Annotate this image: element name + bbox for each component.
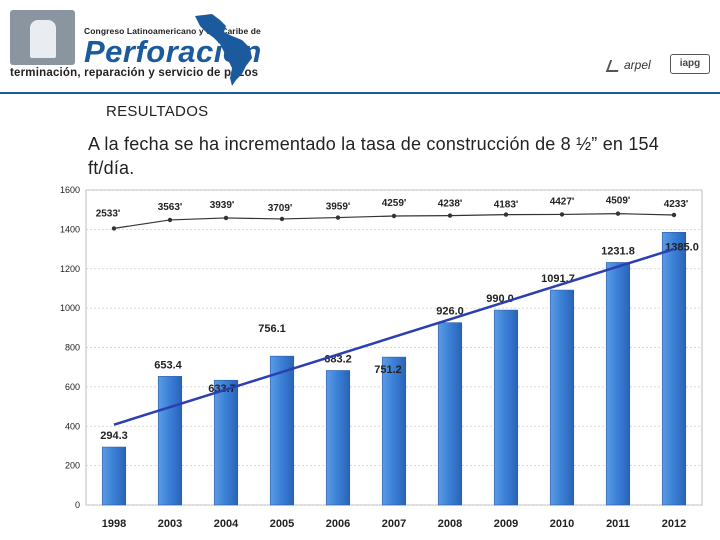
bar-chart: 0 200 400 600 800 1000 1200 1400 1600 1998 2003 200… bbox=[60, 185, 703, 530]
y-tick-label: 600 bbox=[65, 382, 80, 392]
depth-point bbox=[223, 215, 229, 221]
brand-subtitle: terminación, reparación y servicio de po… bbox=[10, 67, 259, 79]
body-text: A la fecha se ha incrementado la tasa de… bbox=[88, 134, 659, 178]
depth-point bbox=[335, 215, 341, 220]
y-tick-label: 1000 bbox=[60, 303, 80, 313]
x-tick-label: 1998 bbox=[102, 518, 126, 530]
header-divider bbox=[0, 92, 720, 94]
depth-label: 4238' bbox=[438, 199, 463, 210]
bar bbox=[549, 289, 575, 506]
depth-label: 3939' bbox=[210, 200, 235, 211]
bar bbox=[605, 262, 631, 506]
congress-logo bbox=[10, 10, 75, 65]
x-tick-label: 2003 bbox=[158, 518, 182, 530]
x-tick-label: 2009 bbox=[494, 518, 518, 530]
y-tick-label: 1400 bbox=[60, 224, 80, 234]
depth-point bbox=[167, 217, 173, 223]
bar-value-label: 751.2 bbox=[374, 364, 402, 376]
latin-america-map-icon bbox=[195, 14, 252, 86]
depth-point bbox=[447, 213, 453, 218]
x-tick-label: 2011 bbox=[606, 518, 630, 530]
y-tick-label: 200 bbox=[65, 461, 80, 471]
section-title: RESULTADOS bbox=[106, 103, 209, 120]
y-tick-label: 400 bbox=[65, 421, 80, 431]
congress-emblem-icon bbox=[30, 20, 56, 58]
x-tick-label: 2010 bbox=[550, 518, 574, 530]
depth-point bbox=[391, 213, 397, 219]
depth-label: 4183' bbox=[494, 200, 519, 211]
bar bbox=[661, 232, 687, 506]
depth-label: 3563' bbox=[158, 202, 183, 213]
bar-value-label: 926.0 bbox=[436, 306, 464, 318]
depth-label: 3709' bbox=[268, 203, 293, 214]
depth-point bbox=[559, 212, 565, 217]
bar bbox=[213, 379, 239, 506]
depth-label: 2533' bbox=[96, 208, 121, 219]
y-tick-label: 1600 bbox=[60, 185, 80, 195]
depth-point bbox=[111, 226, 117, 231]
trend-line bbox=[113, 247, 675, 426]
bar bbox=[493, 309, 519, 506]
depth-label: 4427' bbox=[550, 196, 575, 207]
y-tick-label: 1200 bbox=[60, 264, 80, 274]
depth-label: 4259' bbox=[382, 198, 407, 209]
conference-title: Congreso Latinoamericano y del Caribe de bbox=[84, 26, 261, 36]
bar bbox=[101, 446, 127, 506]
x-tick-label: 2004 bbox=[214, 518, 239, 530]
bar bbox=[157, 376, 183, 506]
depth-point bbox=[671, 212, 677, 218]
x-tick-label: 2005 bbox=[270, 518, 294, 530]
x-tick-label: 2012 bbox=[662, 518, 686, 530]
bar-value-label: 1231.8 bbox=[601, 245, 635, 257]
bar-value-label: 756.1 bbox=[258, 323, 286, 335]
arpel-logo-icon bbox=[605, 60, 623, 72]
x-tick-label: 2006 bbox=[326, 518, 350, 530]
depth-label: 4233' bbox=[664, 199, 689, 210]
x-tick-label: 2007 bbox=[382, 518, 406, 530]
bar bbox=[381, 356, 407, 506]
bar bbox=[269, 355, 295, 506]
iapg-logo: iapg bbox=[670, 54, 710, 74]
x-tick-label: 2008 bbox=[438, 518, 462, 530]
bar-value-label: 1091.7 bbox=[541, 273, 575, 285]
depth-point bbox=[279, 216, 285, 222]
bar-value-label: 294.3 bbox=[100, 430, 128, 442]
header-banner: Congreso Latinoamericano y del Caribe de… bbox=[0, 0, 720, 94]
depth-label: 3959' bbox=[326, 202, 351, 213]
depth-point bbox=[503, 212, 509, 217]
arpel-logo-text: arpel bbox=[624, 58, 651, 72]
bar-value-label: 653.4 bbox=[154, 359, 182, 371]
bar bbox=[325, 370, 351, 506]
depth-label: 4509' bbox=[606, 196, 631, 207]
depth-point bbox=[615, 211, 621, 216]
y-tick-label: 800 bbox=[65, 343, 80, 353]
bar bbox=[437, 322, 463, 506]
y-tick-label: 0 bbox=[75, 500, 80, 510]
